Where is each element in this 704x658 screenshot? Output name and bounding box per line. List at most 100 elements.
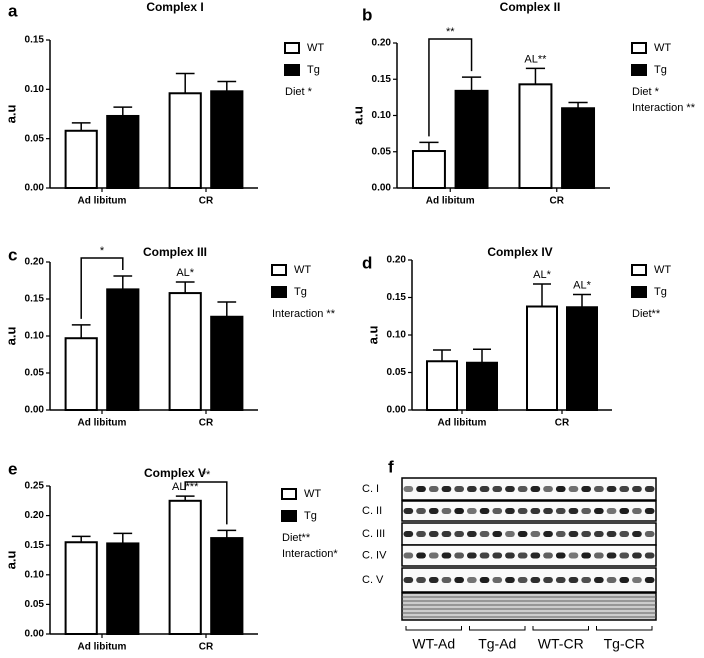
y-tick-label: 0.05 <box>25 599 45 610</box>
blot-band <box>454 552 464 559</box>
blot-band <box>644 552 655 559</box>
blot-band <box>555 508 566 514</box>
x-tick-label: Ad libitum <box>78 418 127 429</box>
legend-label: WT <box>654 42 671 54</box>
blot-band <box>479 486 490 492</box>
blot-band <box>555 552 566 559</box>
blot-strip <box>401 500 657 522</box>
blot-band <box>403 531 414 537</box>
group-bracket <box>596 626 653 631</box>
blot-band <box>530 486 541 492</box>
legend-label: Tg <box>307 64 320 76</box>
blot-band <box>568 577 579 583</box>
blot-band <box>492 552 503 559</box>
bar <box>466 361 498 411</box>
significance-label: AL* <box>176 267 194 279</box>
blot-row-label: C. I <box>362 483 379 495</box>
blot-band <box>644 531 655 537</box>
blot-band <box>441 531 452 537</box>
legend-label: WT <box>294 264 311 276</box>
blot-band <box>543 577 553 583</box>
blot-group-label: Tg-Ad <box>478 636 516 652</box>
blot-band <box>403 486 414 492</box>
blot-band <box>581 552 591 559</box>
blot-band <box>505 531 515 537</box>
y-tick-label: 0.20 <box>25 510 45 521</box>
blot-band <box>505 577 515 583</box>
blot-band <box>581 486 591 492</box>
bar <box>210 537 244 636</box>
blot-band <box>594 552 604 559</box>
blot-band <box>517 508 528 514</box>
legend-label: WT <box>654 264 671 276</box>
stat-note: Diet * <box>632 86 660 98</box>
y-tick-label: 0.05 <box>387 367 407 378</box>
y-tick-label: 0.05 <box>25 133 45 144</box>
blot-band <box>543 508 553 514</box>
blot-strip <box>401 544 657 567</box>
y-tick-label: 0.15 <box>387 292 407 303</box>
blot-row-label: C. II <box>362 505 382 517</box>
blot-band <box>632 552 642 559</box>
bar <box>411 150 446 189</box>
y-tick-label: 0.05 <box>25 368 45 379</box>
legend-swatch <box>271 286 287 298</box>
blot-band <box>479 577 490 583</box>
legend-swatch <box>281 510 297 522</box>
blot-band <box>530 531 541 537</box>
blot-band <box>530 552 541 559</box>
bar <box>64 337 98 411</box>
y-tick-label: 0.15 <box>25 294 45 305</box>
x-tick-label: CR <box>199 642 214 653</box>
blot-group-label: WT-CR <box>538 636 584 652</box>
blot-band <box>632 531 642 537</box>
y-tick-label: 0.25 <box>25 481 45 492</box>
bar <box>210 315 244 412</box>
blot-band <box>441 552 452 559</box>
bar <box>518 83 553 189</box>
significance-bracket <box>184 481 228 525</box>
blot-band <box>543 486 553 492</box>
legend-label: WT <box>307 42 324 54</box>
blot-band <box>619 486 630 492</box>
blot-strip <box>401 522 657 546</box>
panel-label: f <box>388 457 394 476</box>
blot-band <box>530 577 541 583</box>
chart-title: Complex III <box>143 245 207 259</box>
blot-band <box>441 508 452 514</box>
blot-band <box>619 577 630 583</box>
blot-band <box>594 486 604 492</box>
bar <box>106 114 140 189</box>
y-tick-label: 0.10 <box>387 330 407 341</box>
significance-label: * <box>100 245 105 257</box>
y-tick-label: 0.20 <box>372 38 392 49</box>
blot-band <box>467 531 477 537</box>
blot-band <box>581 508 591 514</box>
chart-title: Complex IV <box>487 245 552 259</box>
y-axis-label: a.u <box>3 327 18 346</box>
stat-note: Interaction ** <box>272 308 336 320</box>
blot-band <box>467 486 477 492</box>
y-axis-label: a.u <box>365 326 380 345</box>
blot-band <box>416 577 426 583</box>
legend-swatch <box>631 42 647 54</box>
blot-band <box>416 531 426 537</box>
blot-band <box>568 552 579 559</box>
blot-band <box>517 552 528 559</box>
group-bracket <box>405 626 462 631</box>
bar <box>210 90 244 189</box>
significance-label: ** <box>202 469 211 481</box>
x-tick-label: Ad libitum <box>438 418 487 429</box>
legend-swatch <box>284 42 300 54</box>
y-tick-label: 0.10 <box>25 569 45 580</box>
blot-group-label: WT-Ad <box>412 636 455 652</box>
blot-band <box>632 577 642 583</box>
blot-band <box>594 531 604 537</box>
y-tick-label: 0.10 <box>25 84 45 95</box>
legend-label: Tg <box>294 286 307 298</box>
x-tick-label: CR <box>199 418 214 429</box>
stat-note: Interaction ** <box>632 102 696 114</box>
blot-band <box>416 552 426 559</box>
blot-band <box>467 508 477 514</box>
